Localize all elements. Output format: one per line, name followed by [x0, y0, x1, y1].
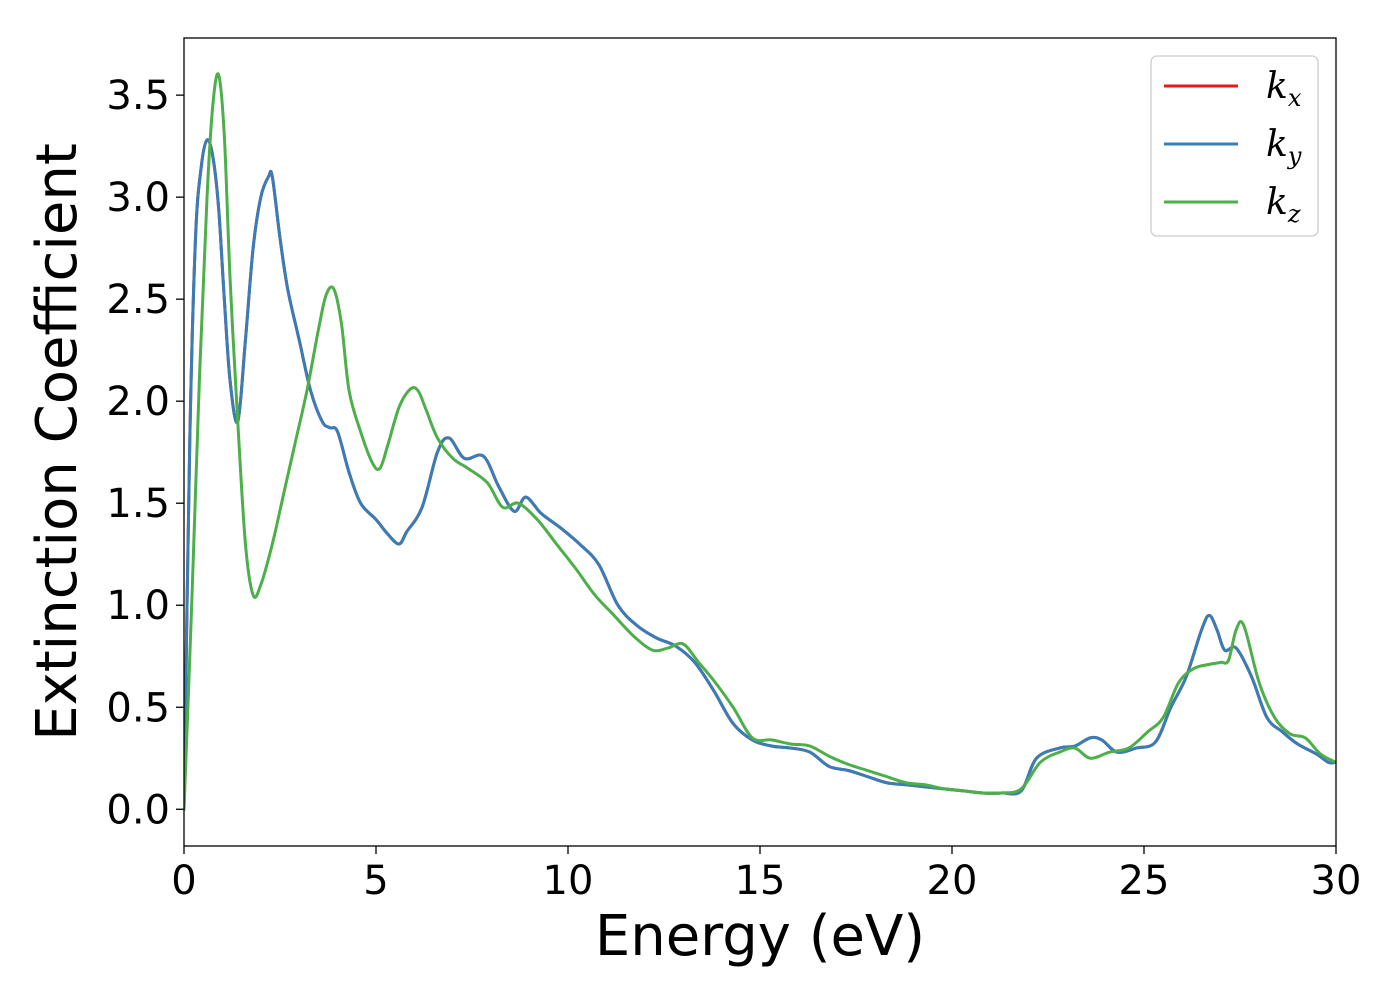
plot-area	[184, 72, 1336, 811]
x-tick-label: 30	[1311, 858, 1362, 904]
y-tick-label: 3.5	[106, 73, 170, 119]
y-axis-ticks: 0.0 0.5 1.0 1.5 2.0 2.5 3.0 3.5	[106, 73, 184, 833]
y-tick-label: 2.5	[106, 277, 170, 323]
y-tick-label: 1.0	[106, 583, 170, 629]
y-axis-label: Extinction Coefficient	[25, 143, 90, 741]
x-tick-label: 25	[1119, 858, 1170, 904]
y-tick-label: 0.5	[106, 685, 170, 731]
y-tick-label: 2.0	[106, 379, 170, 425]
legend-label-x: kx	[1266, 66, 1302, 112]
x-tick-label: 0	[171, 858, 196, 904]
legend-label-z: kz	[1266, 182, 1301, 228]
legend: kx ky kz	[1150, 55, 1319, 237]
x-tick-label: 15	[735, 858, 786, 904]
y-tick-label: 1.5	[106, 481, 170, 527]
x-tick-label: 10	[543, 858, 594, 904]
x-axis-label: Energy (eV)	[595, 904, 925, 969]
y-tick-label: 0.0	[106, 787, 170, 833]
legend-box	[1150, 55, 1319, 237]
y-tick-label: 3.0	[106, 175, 170, 221]
x-axis-ticks: 0 5 10 15 20 25 30	[171, 846, 1361, 904]
series-line-z	[184, 72, 1336, 811]
x-tick-label: 5	[363, 858, 388, 904]
x-tick-label: 20	[927, 858, 978, 904]
series-line-y	[184, 138, 1336, 811]
legend-label-y: ky	[1266, 124, 1302, 170]
